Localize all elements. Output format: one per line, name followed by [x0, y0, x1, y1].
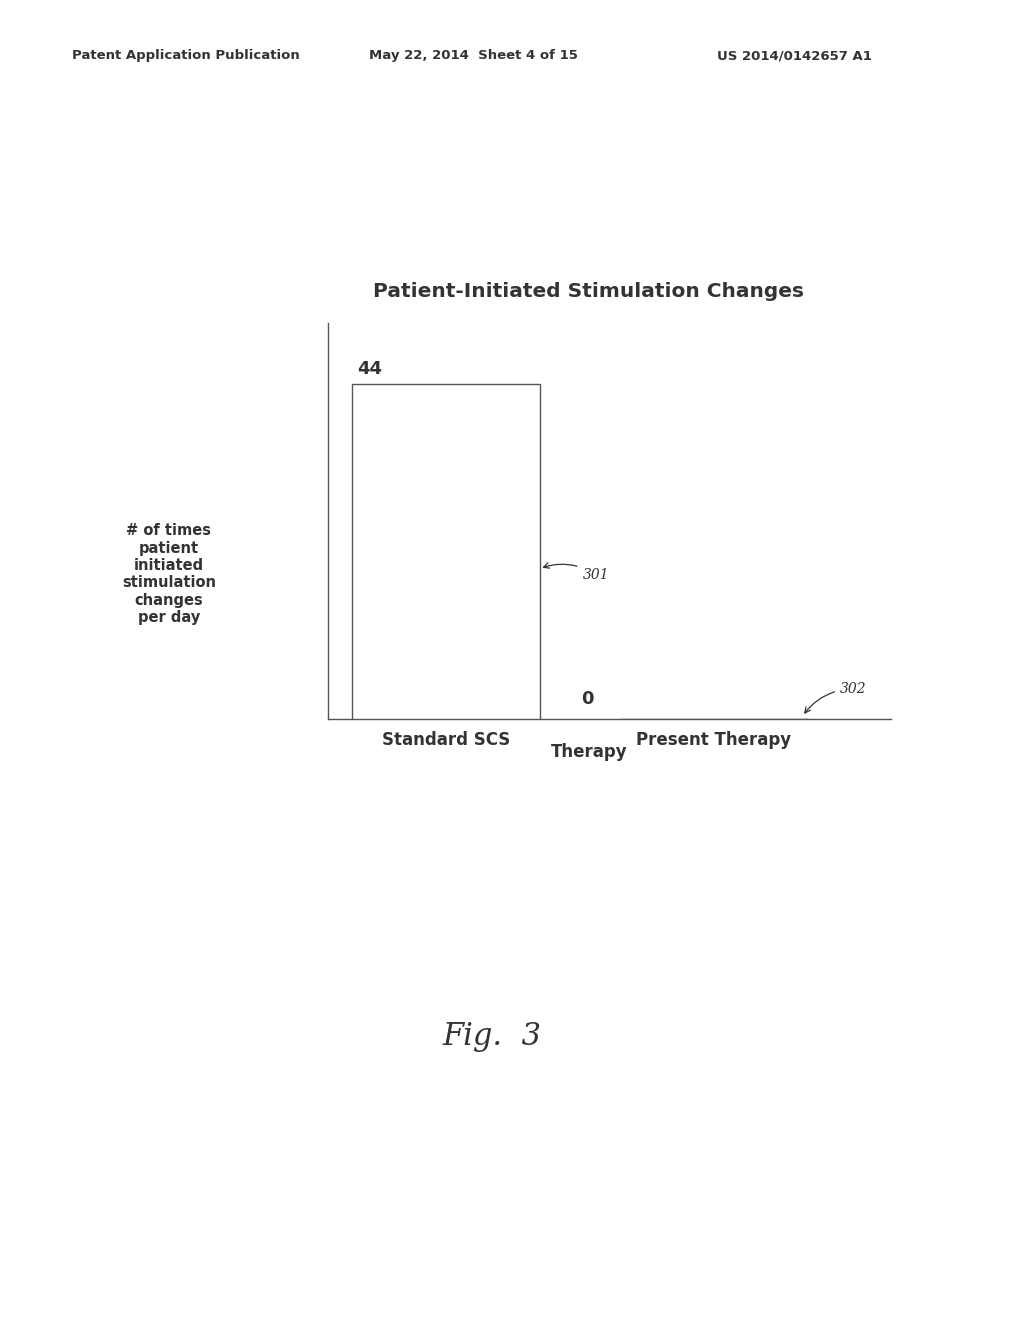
- Text: 301: 301: [544, 562, 609, 582]
- Text: May 22, 2014  Sheet 4 of 15: May 22, 2014 Sheet 4 of 15: [369, 49, 578, 62]
- Text: Therapy: Therapy: [551, 743, 627, 762]
- Text: US 2014/0142657 A1: US 2014/0142657 A1: [717, 49, 871, 62]
- Bar: [352, 384, 540, 719]
- Text: Fig.  3: Fig. 3: [442, 1020, 541, 1052]
- Text: 44: 44: [357, 360, 382, 379]
- Text: 0: 0: [581, 690, 593, 708]
- Text: # of times
patient
initiated
stimulation
changes
per day: # of times patient initiated stimulation…: [122, 523, 216, 626]
- Text: Patent Application Publication: Patent Application Publication: [72, 49, 299, 62]
- Text: Patient-Initiated Stimulation Changes: Patient-Initiated Stimulation Changes: [374, 282, 804, 301]
- Text: 302: 302: [805, 681, 866, 713]
